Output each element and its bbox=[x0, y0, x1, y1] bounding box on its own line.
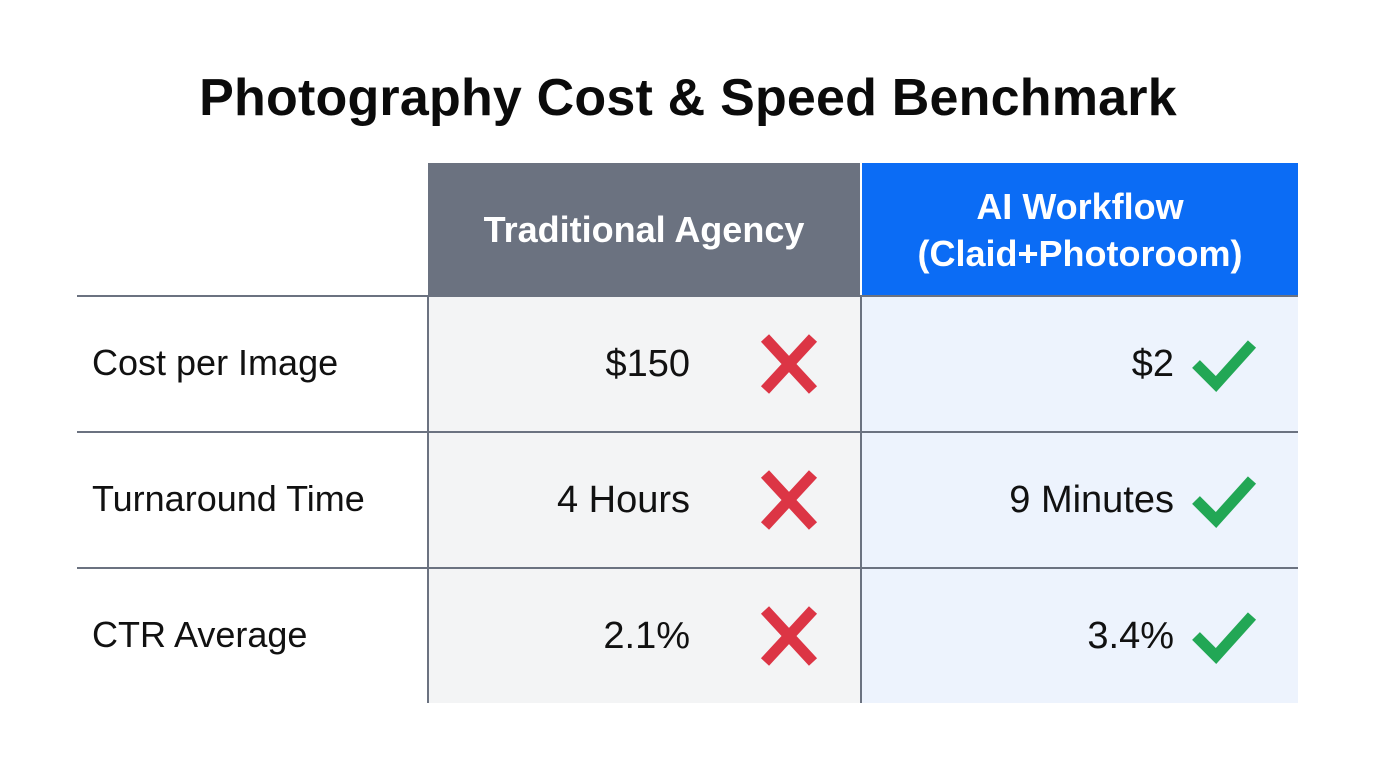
ai-value: $2 bbox=[1131, 342, 1174, 385]
traditional-cell: 4 Hours bbox=[427, 433, 860, 567]
checkmark-icon bbox=[1192, 340, 1256, 392]
row-divider bbox=[77, 567, 1298, 569]
traditional-value: $150 bbox=[605, 342, 690, 385]
column-header-ai: AI Workflow (Claid+Photoroom) bbox=[862, 163, 1298, 296]
column-header-traditional-label: Traditional Agency bbox=[483, 209, 805, 250]
table-row: CTR Average 2.1% 3.4% bbox=[77, 567, 1298, 703]
row-label: CTR Average bbox=[92, 614, 308, 655]
row-divider bbox=[77, 431, 1298, 433]
table-row: Turnaround Time 4 Hours 9 Minutes bbox=[77, 431, 1298, 567]
traditional-cell: 2.1% bbox=[427, 569, 860, 703]
column-header-traditional: Traditional Agency bbox=[428, 163, 860, 296]
table-row: Cost per Image $150 $2 bbox=[77, 295, 1298, 431]
traditional-cell: $150 bbox=[427, 297, 860, 431]
checkmark-icon bbox=[1192, 476, 1256, 528]
x-mark-icon bbox=[760, 606, 818, 666]
ai-cell: $2 bbox=[860, 297, 1298, 431]
ai-cell: 9 Minutes bbox=[860, 433, 1298, 567]
row-divider bbox=[77, 295, 1298, 297]
x-mark-icon bbox=[760, 470, 818, 530]
row-label: Cost per Image bbox=[92, 342, 339, 383]
ai-value: 9 Minutes bbox=[1009, 478, 1174, 521]
column-header-ai-label: AI Workflow (Claid+Photoroom) bbox=[917, 185, 1243, 274]
row-label: Turnaround Time bbox=[92, 478, 365, 519]
ai-cell: 3.4% bbox=[860, 569, 1298, 703]
checkmark-icon bbox=[1192, 612, 1256, 664]
traditional-value: 4 Hours bbox=[556, 478, 690, 521]
ai-value: 3.4% bbox=[1087, 614, 1174, 657]
page-title: Photography Cost & Speed Benchmark bbox=[199, 69, 1177, 127]
x-mark-icon bbox=[760, 334, 818, 394]
traditional-value: 2.1% bbox=[603, 614, 690, 657]
